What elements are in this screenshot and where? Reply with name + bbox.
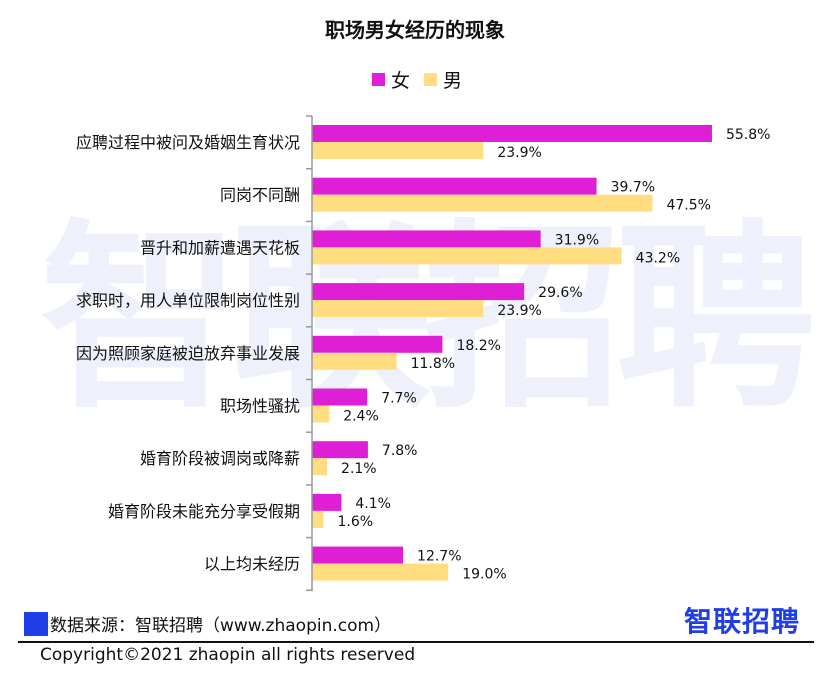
- category-label: 婚育阶段未能充分享受假期: [108, 502, 300, 521]
- data-label-female: 18.2%: [456, 338, 500, 354]
- bar-male: [312, 142, 484, 159]
- data-label-female: 12.7%: [417, 549, 461, 565]
- source-text: 数据来源：智联招聘（www.zhaopin.com）: [50, 616, 392, 636]
- brand-logo: 智联招聘: [684, 605, 801, 638]
- legend-item-female: 女: [372, 66, 410, 93]
- category-label: 求职时，用人单位限制岗位性别: [76, 291, 300, 310]
- data-label-male: 1.6%: [337, 514, 373, 530]
- bar-male: [312, 247, 622, 265]
- data-label-male: 43.2%: [636, 250, 680, 266]
- bar-male: [312, 563, 449, 581]
- category-label: 以上均未经历: [204, 555, 300, 574]
- data-label-female: 7.7%: [381, 391, 417, 407]
- data-label-female: 55.8%: [726, 127, 770, 143]
- bar-male: [312, 300, 484, 318]
- bar-female: [312, 177, 597, 195]
- data-label-female: 39.7%: [611, 180, 655, 196]
- data-label-male: 23.9%: [497, 145, 541, 161]
- category-label: 同岗不同酬: [220, 186, 300, 205]
- bar-male: [312, 194, 653, 212]
- bar-female: [312, 441, 368, 459]
- bar-female: [312, 546, 404, 564]
- data-label-female: 7.8%: [382, 443, 418, 459]
- data-label-male: 2.4%: [343, 409, 379, 425]
- category-label: 职场性骚扰: [220, 397, 300, 416]
- legend: 女 男: [372, 66, 462, 93]
- data-label-female: 29.6%: [538, 285, 582, 301]
- data-label-female: 31.9%: [555, 232, 599, 248]
- footer-divider: [18, 641, 814, 643]
- legend-swatch-female: [372, 72, 385, 86]
- category-label: 晋升和加薪遭遇天花板: [140, 238, 300, 257]
- bar-female: [312, 335, 443, 353]
- category-label: 婚育阶段被调岗或降薪: [140, 449, 300, 468]
- copyright-text: Copyright©2021 zhaopin all rights reserv…: [40, 645, 416, 665]
- legend-item-male: 男: [424, 66, 462, 93]
- data-label-male: 19.0%: [462, 567, 506, 583]
- bar-female: [312, 230, 541, 248]
- bar-chart: 应聘过程中被问及婚姻生育状况 55.8% 23.9% 同岗不同酬 39.7% 47.5% 晋…: [76, 115, 770, 592]
- chart-title: 职场男女经历的现象: [325, 18, 505, 42]
- bar-female: [312, 125, 712, 142]
- legend-label-male: 男: [443, 69, 463, 92]
- bar-male: [312, 458, 328, 476]
- bar-male: [312, 405, 330, 423]
- data-label-male: 23.9%: [497, 303, 541, 319]
- source-badge: [24, 612, 48, 636]
- category-label: 应聘过程中被问及婚姻生育状况: [76, 133, 300, 152]
- bar-male: [312, 510, 324, 528]
- data-label-male: 47.5%: [666, 198, 710, 214]
- bar-female: [312, 283, 525, 301]
- legend-label-female: 女: [391, 69, 411, 92]
- data-label-male: 11.8%: [411, 356, 455, 372]
- bar-female: [312, 493, 342, 511]
- bar-female: [312, 388, 368, 406]
- data-label-male: 2.1%: [341, 461, 377, 477]
- legend-swatch-male: [424, 72, 438, 86]
- bar-male: [312, 352, 397, 370]
- data-label-female: 4.1%: [355, 496, 391, 512]
- category-label: 因为照顾家庭被迫放弃事业发展: [76, 344, 300, 363]
